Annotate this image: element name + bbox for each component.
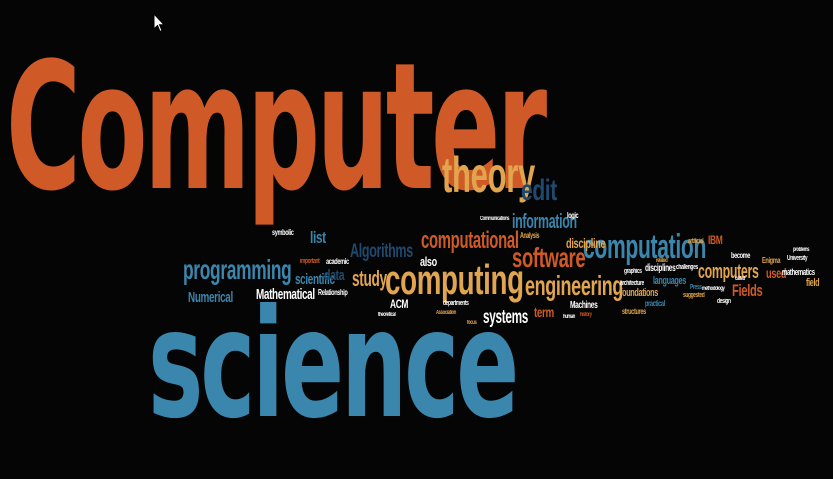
word-called: called — [735, 276, 745, 282]
mouse-pointer-icon — [153, 13, 165, 33]
word-human: human — [563, 314, 576, 320]
word-discipline: discipline — [566, 235, 606, 251]
word-information: information — [512, 211, 577, 233]
word-related: related — [656, 258, 668, 264]
word-become: become — [731, 251, 751, 260]
word-challenges: challenges — [676, 264, 698, 271]
word-science: science — [148, 278, 519, 452]
word-architecture: architecture — [620, 280, 644, 287]
word-software: software — [512, 242, 586, 273]
word-used: used — [766, 265, 787, 281]
word-departments: departments — [443, 300, 469, 307]
word-also: also — [420, 254, 437, 269]
word-foundations: foundations — [620, 287, 658, 299]
word-methodology: methodology — [702, 286, 725, 292]
word-computational: computational — [421, 227, 519, 254]
word-academic: academic — [326, 257, 349, 266]
word-artificial: artificial — [688, 238, 704, 245]
word-focus: focus — [467, 320, 477, 326]
word-communications: Communications — [480, 216, 510, 222]
word-numerical: Numerical — [188, 289, 233, 306]
word-university: University — [787, 255, 808, 262]
word-logic: logic — [567, 211, 579, 220]
word-acm: ACM — [390, 297, 409, 311]
word-theoretical: theoretical — [378, 312, 396, 318]
word-relationship: Relationship — [318, 288, 348, 297]
word-mathematics: mathematics — [782, 267, 815, 277]
word-enigma: Enigma — [762, 256, 781, 265]
word-press: Press — [690, 284, 702, 291]
word-problems: problems — [793, 247, 810, 253]
word-association: Association — [436, 310, 456, 316]
word-field: field — [806, 277, 820, 289]
word-programming: programming — [183, 254, 292, 285]
word-computation: computation — [583, 228, 707, 266]
word-structures: structures — [622, 307, 646, 316]
word-ibm: IBM — [708, 233, 723, 247]
word-machines: Machines — [570, 300, 598, 311]
word-engineering: engineering — [525, 270, 624, 301]
word-disciplines: disciplines — [645, 263, 676, 274]
word-design: design — [717, 298, 731, 305]
word-important: important — [300, 258, 320, 265]
word-fields: Fields — [732, 281, 763, 300]
word-computers: computers — [698, 261, 759, 283]
word-mathematical: Mathematical — [256, 286, 315, 303]
word-graphics: graphics — [624, 268, 642, 275]
word-systems: systems — [483, 307, 528, 328]
word-history: history — [580, 312, 592, 318]
word-list: list — [310, 228, 326, 247]
word-edit: edit — [521, 174, 557, 207]
word-theory: theory — [442, 147, 535, 203]
word-computing: computing — [385, 256, 524, 303]
word-practical: practical — [645, 299, 665, 308]
word-scientific: scientific — [295, 271, 335, 288]
word-symbolic: symbolic — [272, 228, 294, 237]
word-suggested: suggested — [683, 292, 705, 299]
word-algorithms: Algorithms — [350, 241, 413, 262]
word-data: data — [324, 267, 345, 284]
word-languages: languages — [653, 275, 686, 287]
word-computer: Computer — [6, 25, 547, 230]
word-term: term — [534, 304, 554, 320]
word-study: study — [352, 266, 387, 291]
word-analysis: Analysis — [520, 231, 540, 240]
